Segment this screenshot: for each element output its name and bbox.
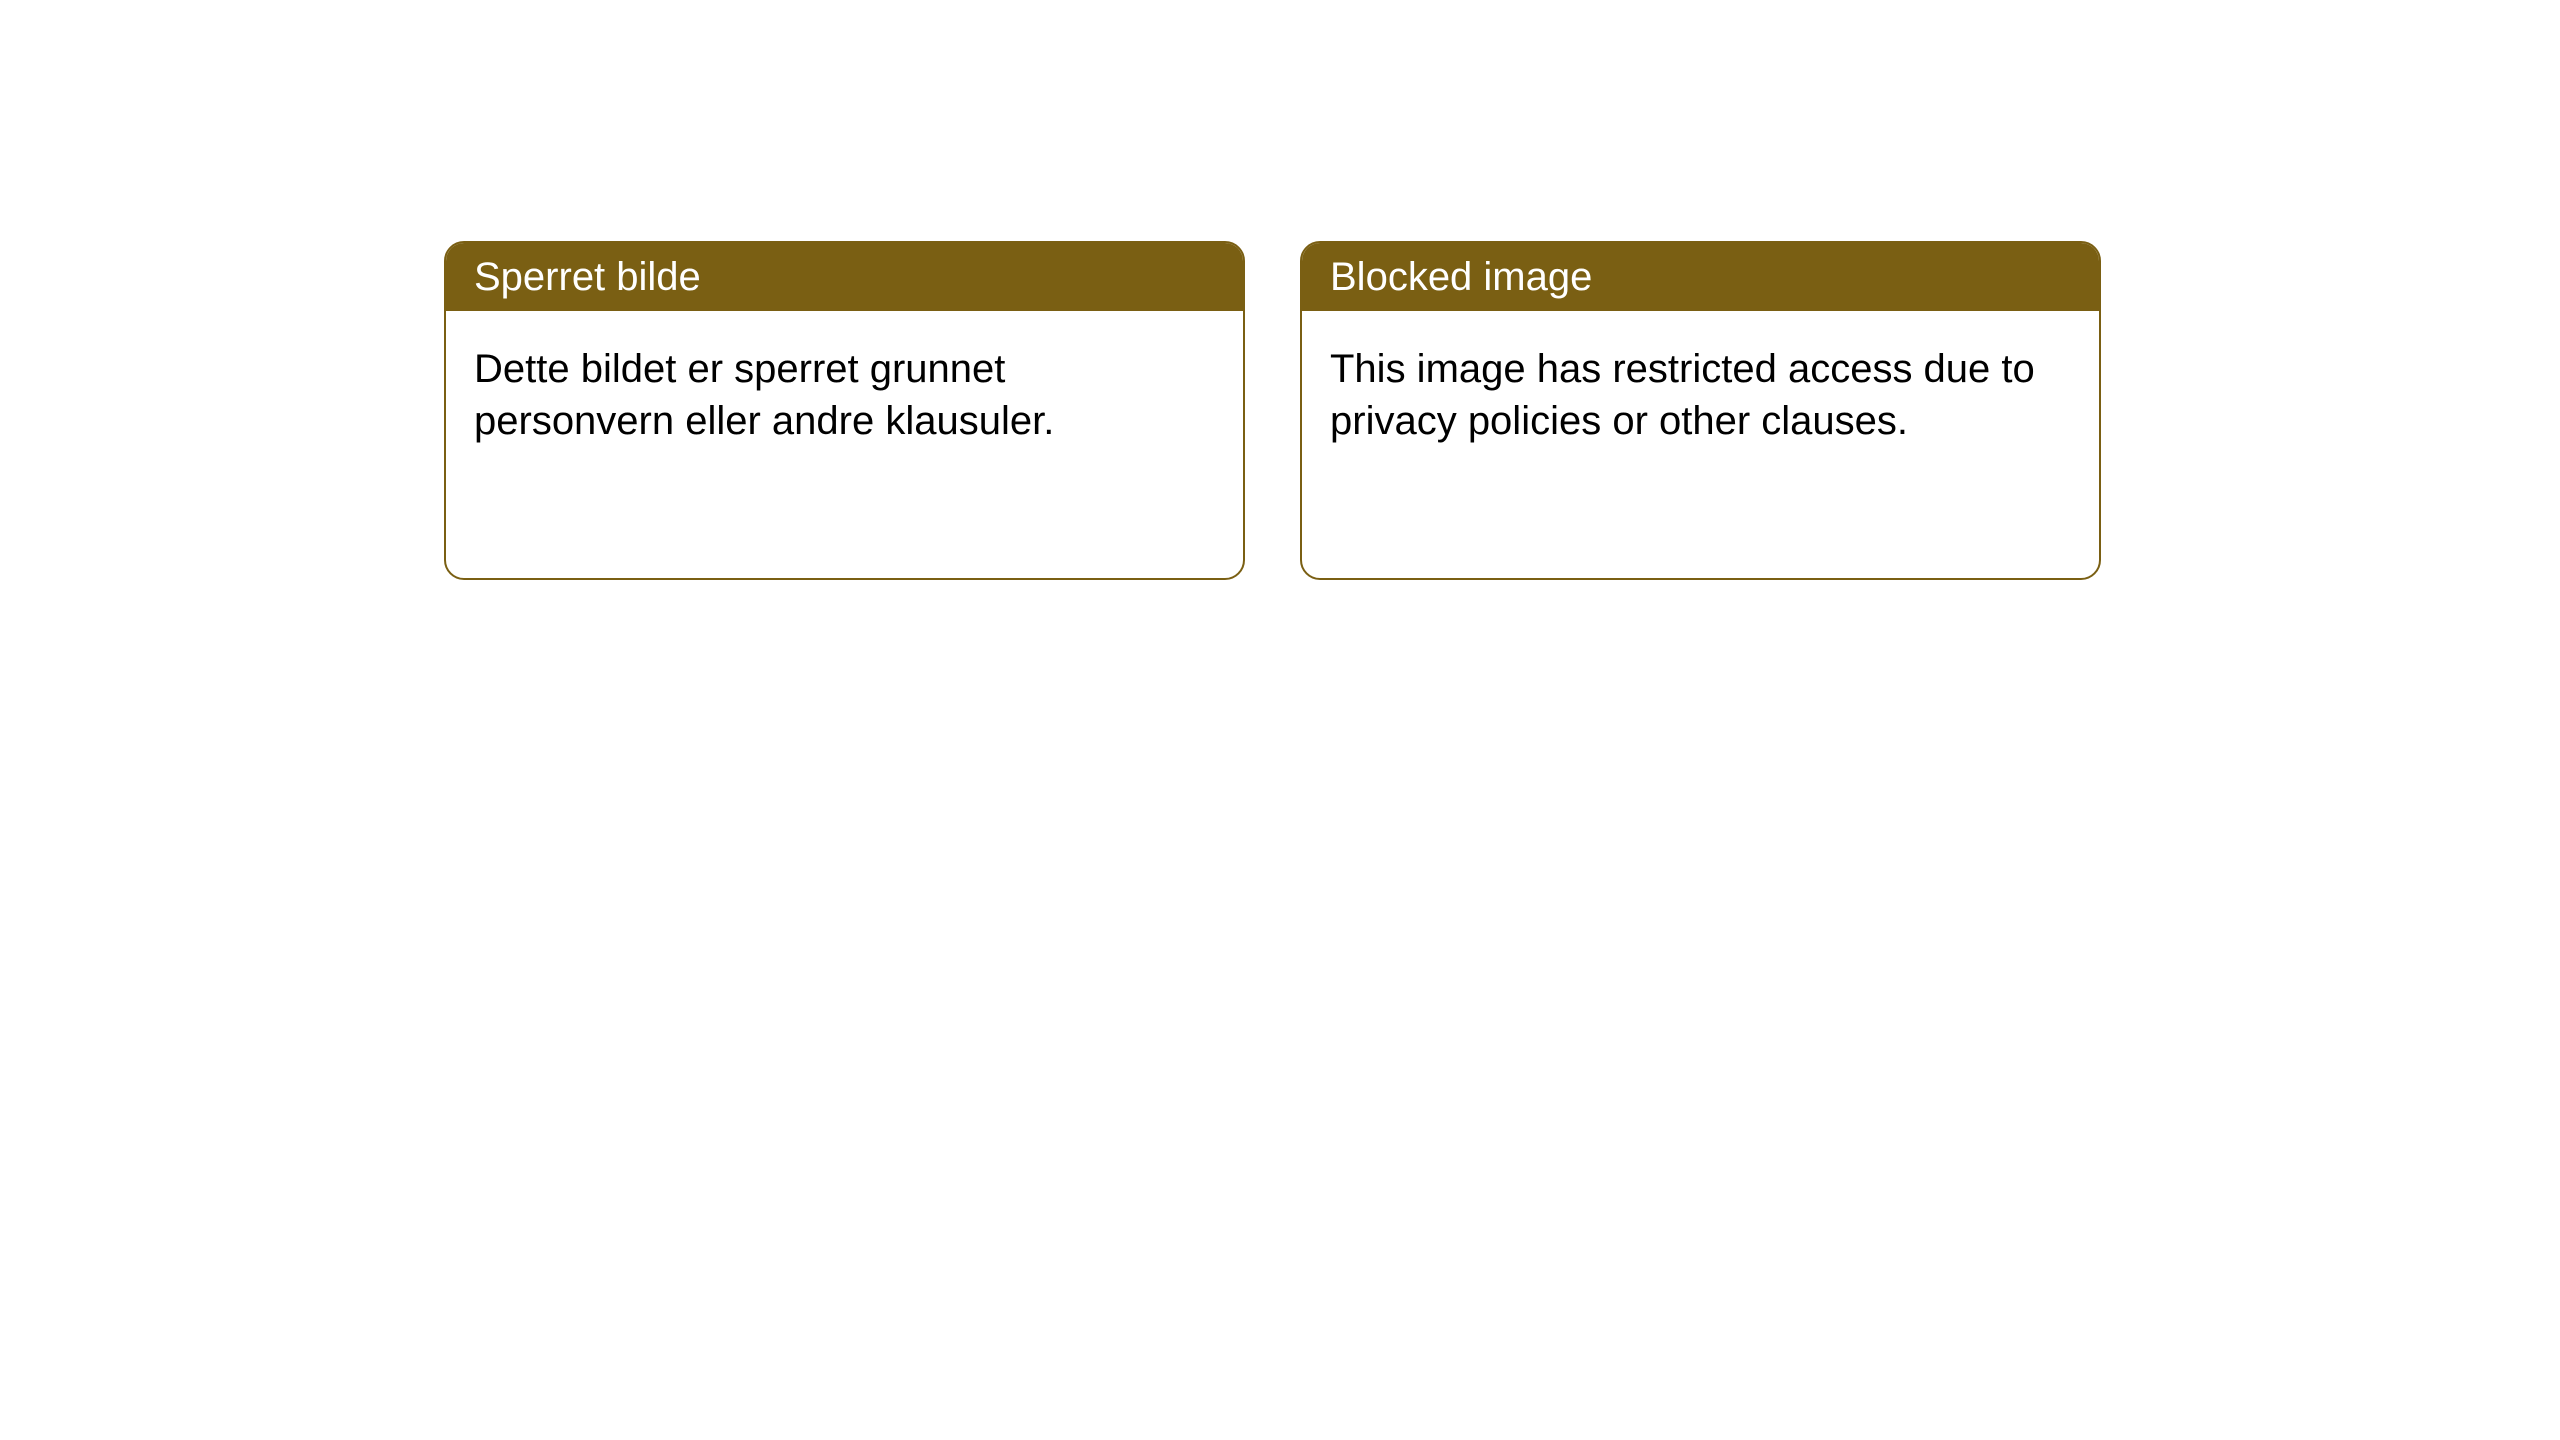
card-header-english: Blocked image	[1302, 243, 2099, 311]
cards-container: Sperret bilde Dette bildet er sperret gr…	[444, 241, 2101, 580]
card-body-norwegian: Dette bildet er sperret grunnet personve…	[446, 311, 1243, 479]
card-body-english: This image has restricted access due to …	[1302, 311, 2099, 479]
card-english: Blocked image This image has restricted …	[1300, 241, 2101, 580]
card-norwegian: Sperret bilde Dette bildet er sperret gr…	[444, 241, 1245, 580]
card-header-norwegian: Sperret bilde	[446, 243, 1243, 311]
